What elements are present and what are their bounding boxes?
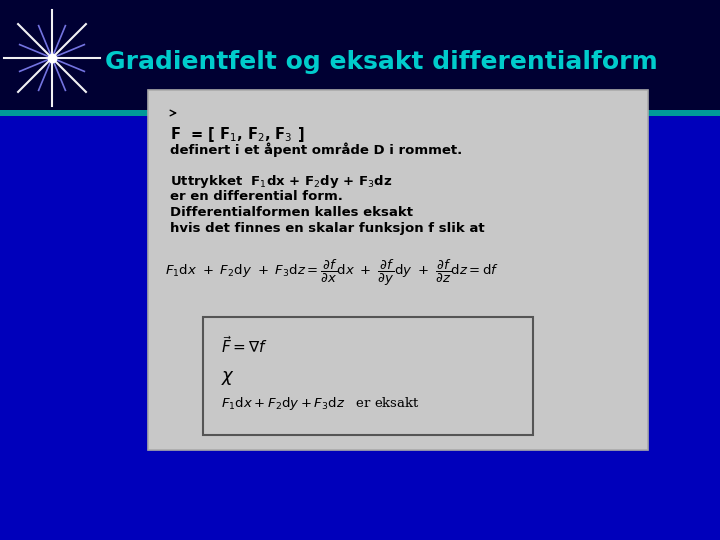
Text: $F_1\mathrm{d}x + F_2\mathrm{d}y + F_3\mathrm{d}z$   er eksakt: $F_1\mathrm{d}x + F_2\mathrm{d}y + F_3\m… xyxy=(221,395,420,412)
Text: $\mathbf{F}$  = [ F$_1$, F$_2$, F$_3$ ]: $\mathbf{F}$ = [ F$_1$, F$_2$, F$_3$ ] xyxy=(170,125,305,144)
Text: $\chi$: $\chi$ xyxy=(221,369,235,387)
Bar xyxy=(148,90,648,450)
Text: Gradientfelt og eksakt differentialform: Gradientfelt og eksakt differentialform xyxy=(105,50,658,74)
Text: $\vec{F} = \nabla f$: $\vec{F} = \nabla f$ xyxy=(221,335,268,356)
Text: hvis det finnes en skalar funksjon f slik at: hvis det finnes en skalar funksjon f sli… xyxy=(170,222,485,235)
Bar xyxy=(0,110,720,540)
Bar xyxy=(203,317,533,435)
Text: Differentialformen kalles eksakt: Differentialformen kalles eksakt xyxy=(170,206,413,219)
Bar xyxy=(0,0,720,110)
Text: er en differential form.: er en differential form. xyxy=(170,190,343,203)
Text: definert i et åpent område D i rommet.: definert i et åpent område D i rommet. xyxy=(170,142,462,157)
Text: $F_1\mathrm{d}x\ +\ F_2\mathrm{d}y\ +\ F_3\mathrm{d}z = \dfrac{\partial f}{\part: $F_1\mathrm{d}x\ +\ F_2\mathrm{d}y\ +\ F… xyxy=(165,258,499,288)
Text: Uttrykket  F$_1$dx + F$_2$dy + F$_3$dz: Uttrykket F$_1$dx + F$_2$dy + F$_3$dz xyxy=(170,173,392,190)
Bar xyxy=(0,110,720,116)
